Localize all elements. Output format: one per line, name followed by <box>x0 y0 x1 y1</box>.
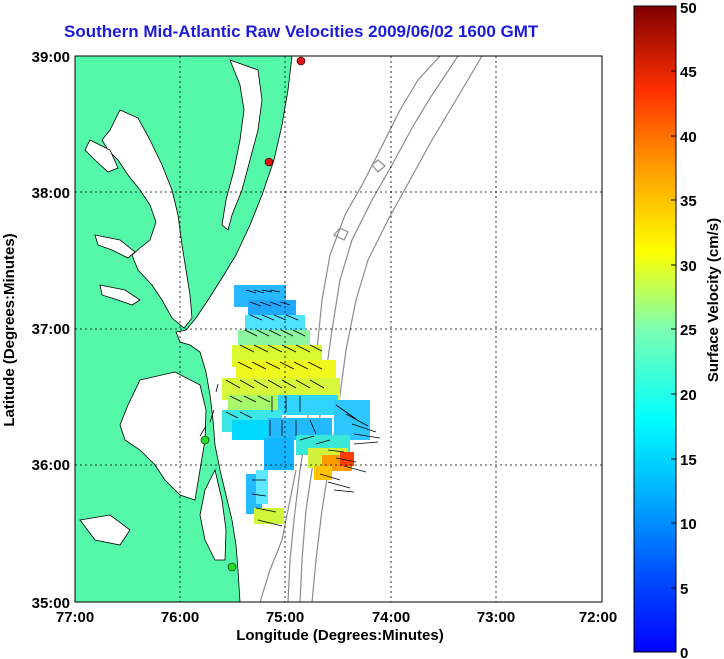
colorbar-tick-label: 30 <box>680 258 697 275</box>
x-tick-label: 74:00 <box>372 609 410 626</box>
y-axis-label: Latitude (Degrees:Minutes) <box>1 233 18 426</box>
colorbar-ticks <box>671 5 676 653</box>
colorbar-label: Surface Velocity (cm/s) <box>705 218 722 382</box>
colorbar-tick-label: 15 <box>680 452 697 469</box>
y-tick-label: 37:00 <box>32 321 70 338</box>
y-axis-ticks: 35:00 36:00 37:00 38:00 39:00 <box>32 49 70 612</box>
colorbar-tick-label: 40 <box>680 129 697 146</box>
y-tick-label: 38:00 <box>32 185 70 202</box>
map-title: Southern Mid-Atlantic Raw Velocities 200… <box>64 22 539 41</box>
x-axis-label: Longitude (Degrees:Minutes) <box>236 627 444 644</box>
station-marker-green[interactable] <box>200 435 210 445</box>
colorbar-tick-label: 45 <box>680 64 697 81</box>
colorbar-tick-label: 10 <box>680 516 697 533</box>
x-tick-label: 72:00 <box>579 609 617 626</box>
y-tick-label: 39:00 <box>32 49 70 66</box>
inland-waters <box>79 59 263 561</box>
y-tick-label: 36:00 <box>32 457 70 474</box>
station-marker-green[interactable] <box>227 562 237 572</box>
station-marker-red[interactable] <box>264 157 274 167</box>
station-marker-red[interactable] <box>296 56 306 66</box>
colorbar-tick-labels: 0 5 10 15 20 25 30 35 40 45 50 <box>680 0 697 659</box>
plot-frame <box>74 55 603 603</box>
colorbar-tick-label: 35 <box>680 193 697 210</box>
x-axis-ticks: 77:00 76:00 75:00 74:00 73:00 72:00 <box>56 609 617 626</box>
y-tick-label: 35:00 <box>32 595 70 612</box>
colorbar <box>633 5 677 653</box>
map-grid <box>75 56 602 602</box>
x-tick-label: 76:00 <box>161 609 199 626</box>
velocity-vectors <box>199 289 381 527</box>
colorbar-tick-label: 25 <box>680 322 697 339</box>
bathymetry-contours <box>259 56 483 602</box>
radar-stations <box>200 56 306 572</box>
colorbar-tick-label: 50 <box>680 0 697 17</box>
x-tick-label: 77:00 <box>56 609 94 626</box>
x-tick-label: 73:00 <box>477 609 515 626</box>
colorbar-tick-label: 20 <box>680 387 697 404</box>
x-tick-label: 75:00 <box>266 609 304 626</box>
colorbar-tick-label: 0 <box>680 645 688 659</box>
colorbar-tick-label: 5 <box>680 581 688 598</box>
